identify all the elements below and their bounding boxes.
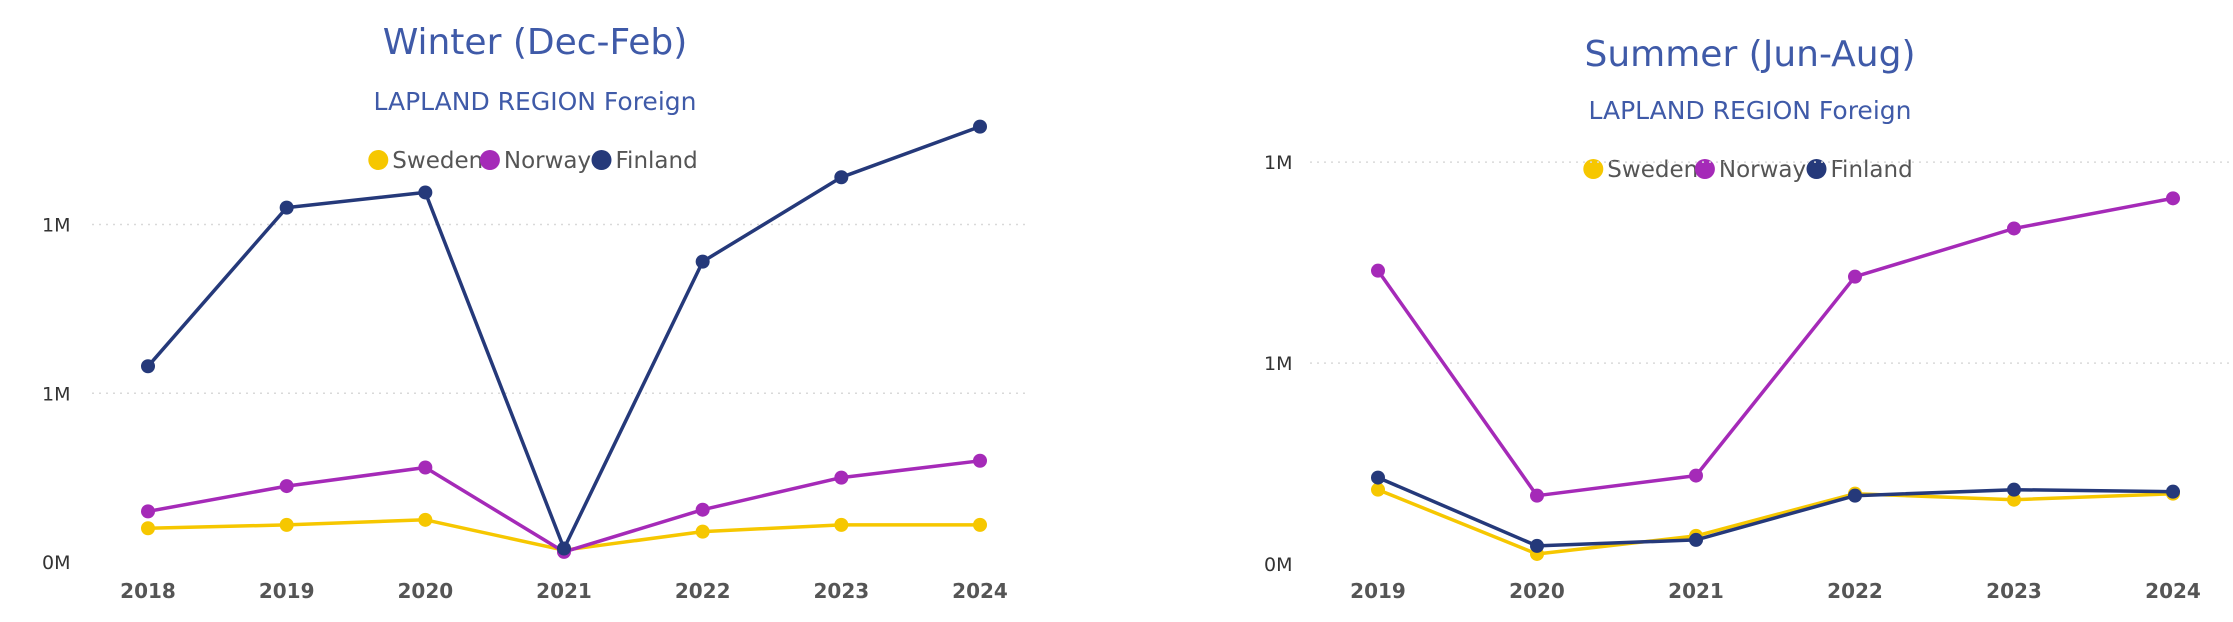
data-point-norway[interactable] bbox=[141, 504, 155, 519]
data-point-finland[interactable] bbox=[973, 119, 987, 134]
legend-marker-finland bbox=[591, 150, 612, 170]
x-tick-label: 2018 bbox=[120, 579, 176, 603]
data-point-norway[interactable] bbox=[2166, 191, 2180, 206]
legend-item-norway[interactable]: Norway bbox=[1694, 157, 1806, 183]
data-point-finland[interactable] bbox=[279, 200, 294, 215]
data-point-norway[interactable] bbox=[1689, 468, 1703, 483]
summer-legend: Sweden Norway Finland bbox=[1583, 157, 1913, 183]
winter-x-axis: 2018 2019 2020 2021 2022 2023 2024 bbox=[120, 579, 1008, 603]
data-point-finland[interactable] bbox=[1689, 532, 1703, 547]
data-point-sweden[interactable] bbox=[834, 517, 849, 532]
data-point-norway[interactable] bbox=[279, 479, 294, 494]
summer-y-axis: 0M 1M 1M bbox=[1264, 152, 2233, 576]
x-tick-label: 2020 bbox=[1509, 579, 1565, 603]
legend-marker-norway bbox=[479, 150, 500, 170]
winter-legend: Sweden Norway Finland bbox=[368, 148, 698, 174]
data-point-finland[interactable] bbox=[418, 185, 433, 200]
y-tick-label: 1M bbox=[42, 215, 70, 237]
data-point-norway[interactable] bbox=[1530, 488, 1544, 503]
legend-item-finland[interactable]: Finland bbox=[591, 148, 698, 174]
data-point-finland[interactable] bbox=[1848, 488, 1862, 503]
series-line-sweden bbox=[1376, 487, 2175, 556]
y-tick-label: 0M bbox=[1264, 554, 1292, 576]
legend-label-finland: Finland bbox=[616, 148, 698, 174]
series-finland bbox=[141, 119, 987, 556]
legend-label-sweden: Sweden bbox=[392, 148, 483, 174]
data-point-sweden[interactable] bbox=[279, 517, 294, 532]
legend-marker-finland bbox=[1806, 159, 1827, 179]
series-line-finland bbox=[146, 124, 982, 551]
data-point-norway[interactable] bbox=[834, 470, 849, 485]
x-tick-label: 2023 bbox=[1986, 579, 2042, 603]
x-tick-label: 2021 bbox=[1668, 579, 1724, 603]
legend-marker-sweden bbox=[368, 150, 389, 170]
x-tick-label: 2022 bbox=[675, 579, 731, 603]
summer-chart-subtitle: LAPLAND REGION Foreign bbox=[1589, 96, 1912, 125]
data-point-norway[interactable] bbox=[2007, 221, 2021, 236]
winter-chart-title: Winter (Dec-Feb) bbox=[383, 22, 688, 63]
winter-chart-panel: Winter (Dec-Feb) LAPLAND REGION Foreign Sw… bbox=[0, 0, 1060, 622]
data-point-finland[interactable] bbox=[1530, 538, 1544, 553]
legend-label-finland: Finland bbox=[1831, 157, 1913, 183]
winter-chart-subtitle: LAPLAND REGION Foreign bbox=[374, 87, 697, 116]
x-tick-label: 2020 bbox=[397, 579, 453, 603]
series-norway bbox=[1371, 191, 2180, 503]
legend-marker-sweden bbox=[1583, 159, 1604, 179]
x-tick-label: 2024 bbox=[952, 579, 1008, 603]
data-point-finland[interactable] bbox=[695, 254, 710, 269]
legend-item-sweden[interactable]: Sweden bbox=[368, 148, 483, 174]
series-line-finland bbox=[1376, 475, 2175, 548]
data-point-norway[interactable] bbox=[695, 502, 710, 517]
summer-chart-title: Summer (Jun-Aug) bbox=[1584, 34, 1915, 75]
y-tick-label: 0M bbox=[42, 552, 70, 574]
x-tick-label: 2024 bbox=[2145, 579, 2201, 603]
series-sweden bbox=[1371, 482, 2180, 561]
data-point-finland[interactable] bbox=[2166, 484, 2180, 499]
data-point-norway[interactable] bbox=[973, 453, 987, 468]
series-finland bbox=[1371, 470, 2180, 553]
summer-x-axis: 2019 2020 2021 2022 2023 2024 bbox=[1350, 579, 2201, 603]
data-point-sweden[interactable] bbox=[695, 524, 710, 539]
x-tick-label: 2023 bbox=[813, 579, 869, 603]
summer-chart: Summer (Jun-Aug) LAPLAND REGION Foreign Sw… bbox=[1264, 34, 2233, 603]
legend-item-finland[interactable]: Finland bbox=[1806, 157, 1913, 183]
data-point-sweden[interactable] bbox=[141, 521, 155, 536]
data-point-norway[interactable] bbox=[418, 460, 433, 475]
data-point-norway[interactable] bbox=[1371, 263, 1385, 278]
y-tick-label: 1M bbox=[1264, 152, 1292, 174]
data-point-finland[interactable] bbox=[557, 541, 571, 556]
y-tick-label: 1M bbox=[1264, 353, 1292, 375]
legend-marker-norway bbox=[1694, 159, 1715, 179]
series-line-norway bbox=[1376, 196, 2175, 498]
data-point-sweden[interactable] bbox=[973, 517, 987, 532]
legend-item-norway[interactable]: Norway bbox=[479, 148, 591, 174]
x-tick-label: 2019 bbox=[1350, 579, 1406, 603]
x-tick-label: 2021 bbox=[536, 579, 592, 603]
winter-y-axis: 0M 1M 1M bbox=[42, 215, 1030, 574]
data-point-finland[interactable] bbox=[1371, 470, 1385, 485]
y-tick-label: 1M bbox=[42, 383, 70, 405]
winter-chart: Winter (Dec-Feb) LAPLAND REGION Foreign Sw… bbox=[42, 22, 1030, 603]
data-point-sweden[interactable] bbox=[1371, 482, 1385, 497]
series-line-norway bbox=[146, 459, 982, 554]
x-tick-label: 2019 bbox=[259, 579, 315, 603]
data-point-finland[interactable] bbox=[141, 359, 155, 374]
legend-label-norway: Norway bbox=[504, 148, 591, 174]
data-point-sweden[interactable] bbox=[418, 512, 433, 527]
data-point-norway[interactable] bbox=[1848, 269, 1862, 284]
legend-label-sweden: Sweden bbox=[1607, 157, 1698, 183]
legend-item-sweden[interactable]: Sweden bbox=[1583, 157, 1698, 183]
data-point-sweden[interactable] bbox=[2007, 492, 2021, 507]
data-point-finland[interactable] bbox=[2007, 482, 2021, 497]
legend-label-norway: Norway bbox=[1719, 157, 1806, 183]
data-point-finland[interactable] bbox=[834, 170, 849, 185]
x-tick-label: 2022 bbox=[1827, 579, 1883, 603]
summer-chart-panel: Summer (Jun-Aug) LAPLAND REGION Foreign Sw… bbox=[1230, 0, 2233, 622]
